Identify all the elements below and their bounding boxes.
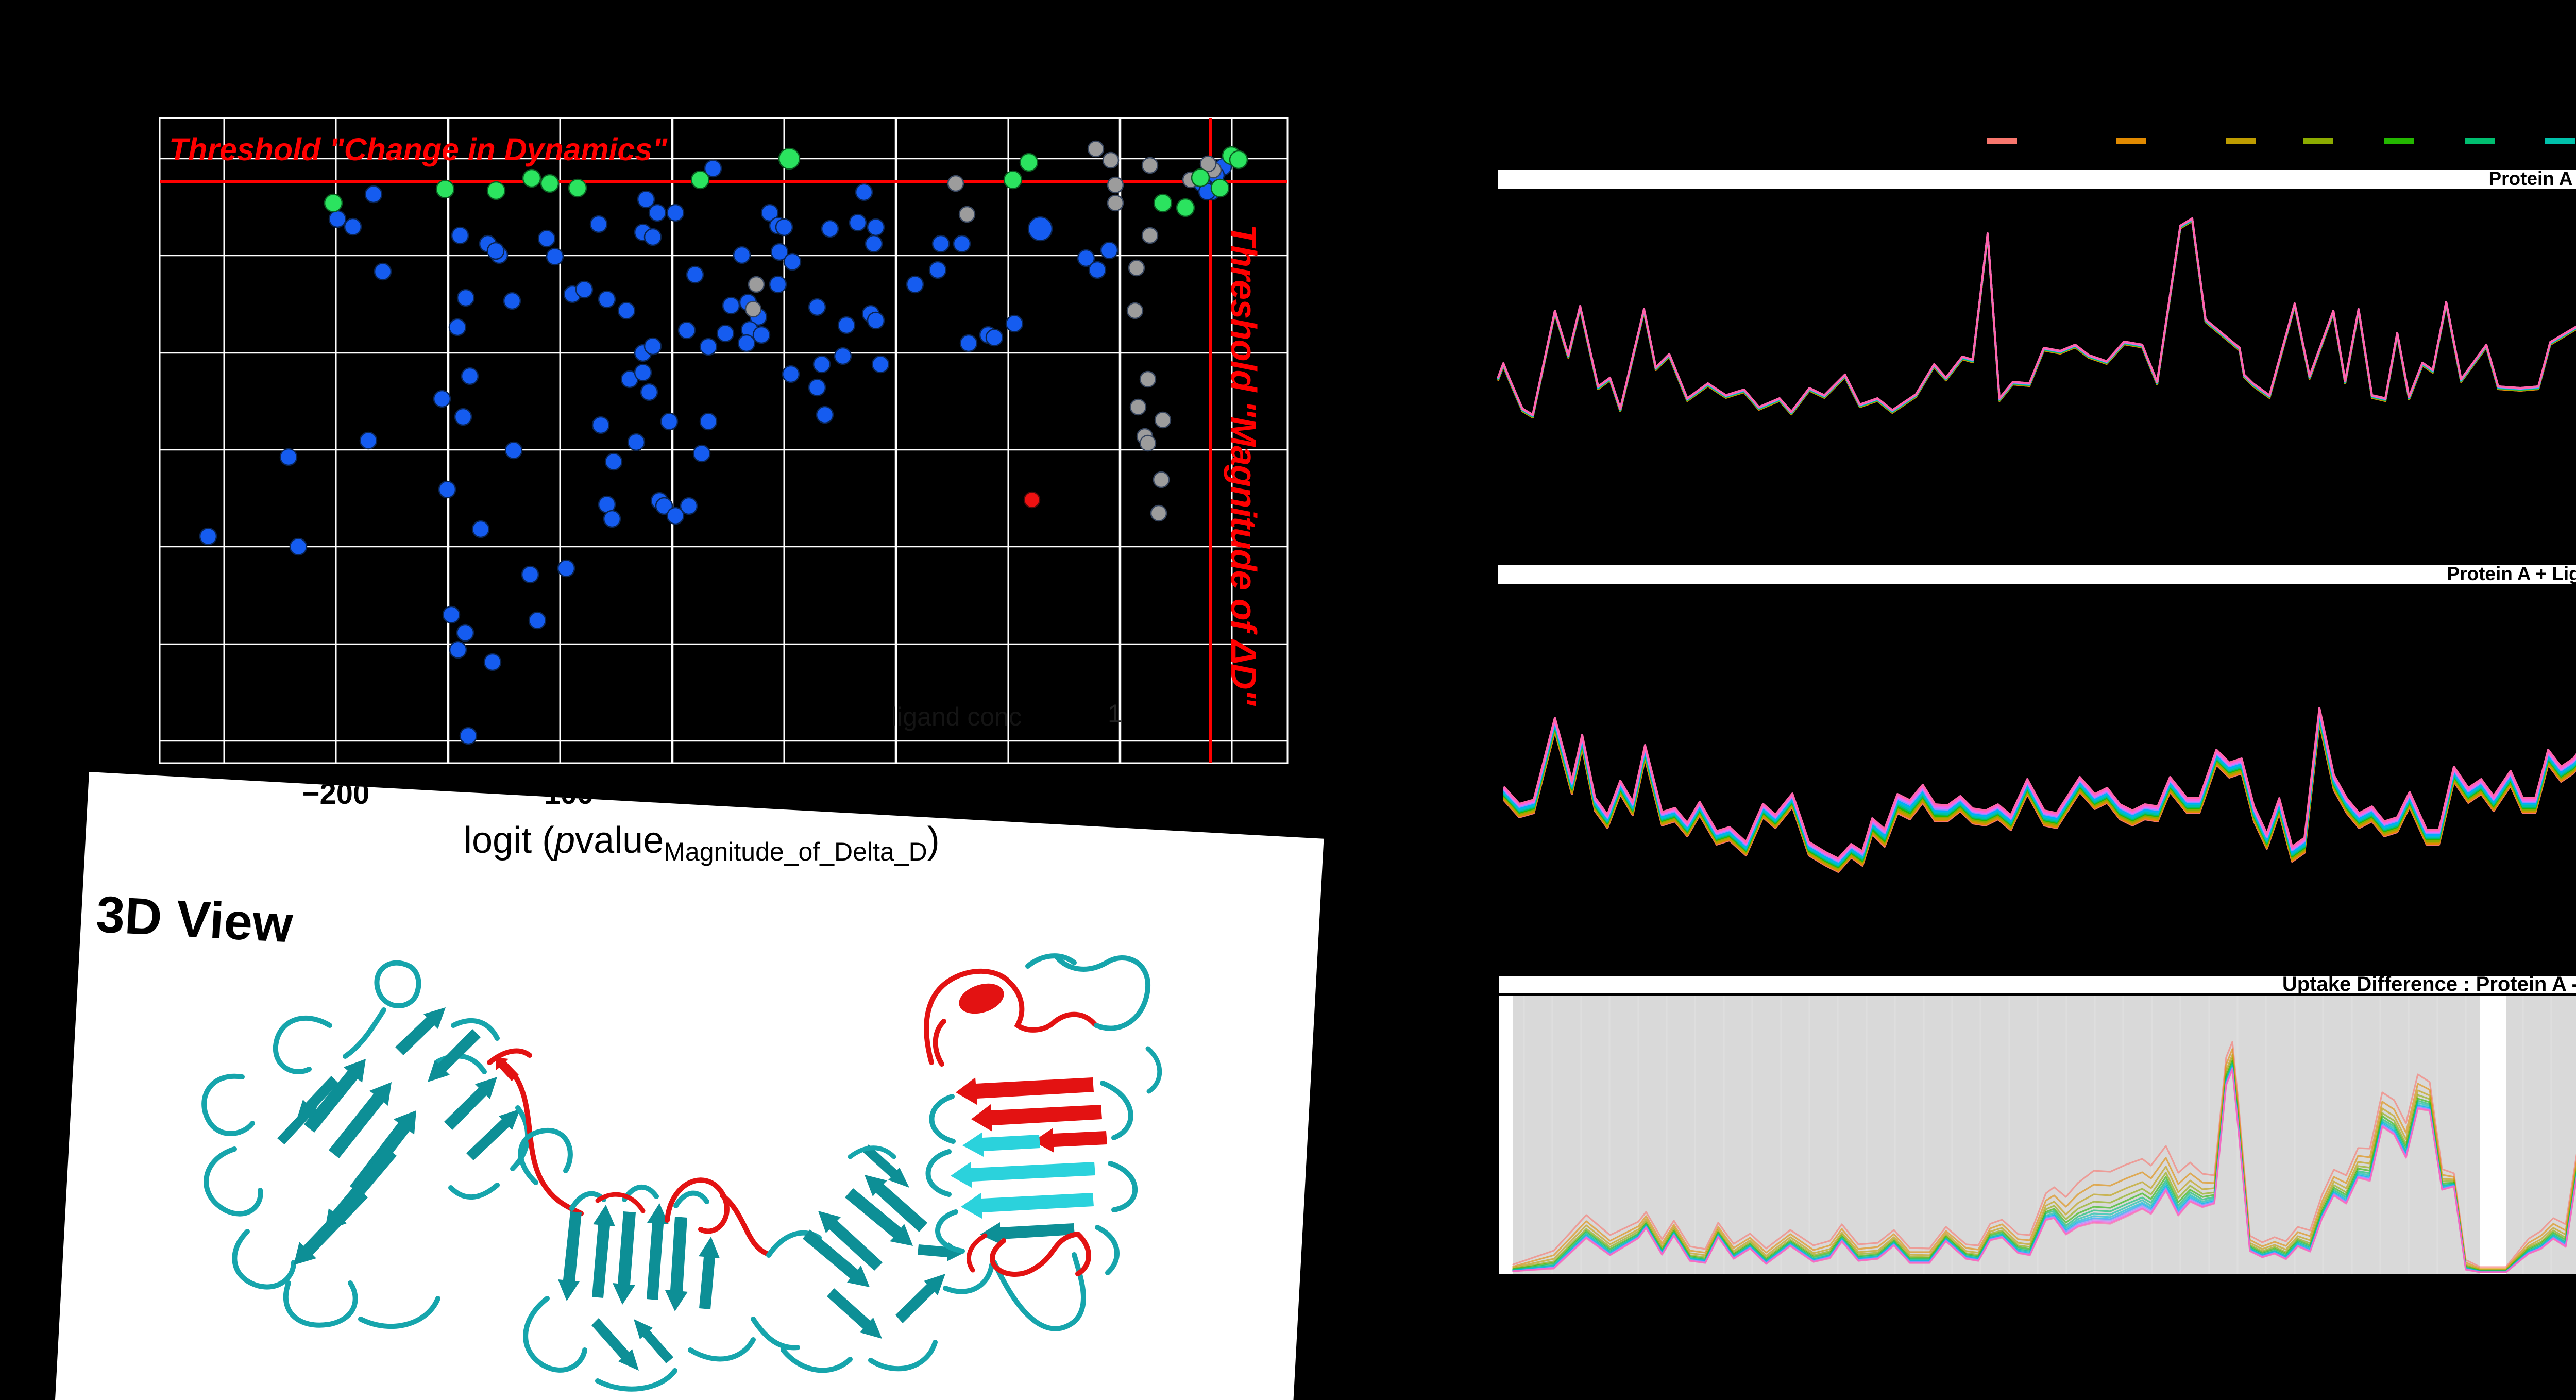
svg-text:Protein A: Protein A [2488,168,2572,189]
svg-text:Protein A + Ligand: Protein A + Ligand [2447,563,2576,584]
svg-text:0: 0 [776,777,792,811]
svg-text:logit (pvalueMagnitude_of_Delt: logit (pvalueMagnitude_of_Delta_D) [464,820,940,866]
svg-text:ligand conc: ligand conc [891,702,1022,731]
svg-text:Uptake Difference : Protein A: Uptake Difference : Protein A - (Protein… [2282,973,2576,996]
svg-text:3D View: 3D View [95,885,294,953]
svg-text:−200: −200 [302,777,370,811]
svg-text:1: 1 [1108,699,1122,728]
svg-text:Threshold "Magnitude of ΔD": Threshold "Magnitude of ΔD" [1224,224,1264,706]
svg-text:Threshold "Change in Dynamics": Threshold "Change in Dynamics" [169,132,668,167]
svg-text:−100: −100 [527,777,594,811]
